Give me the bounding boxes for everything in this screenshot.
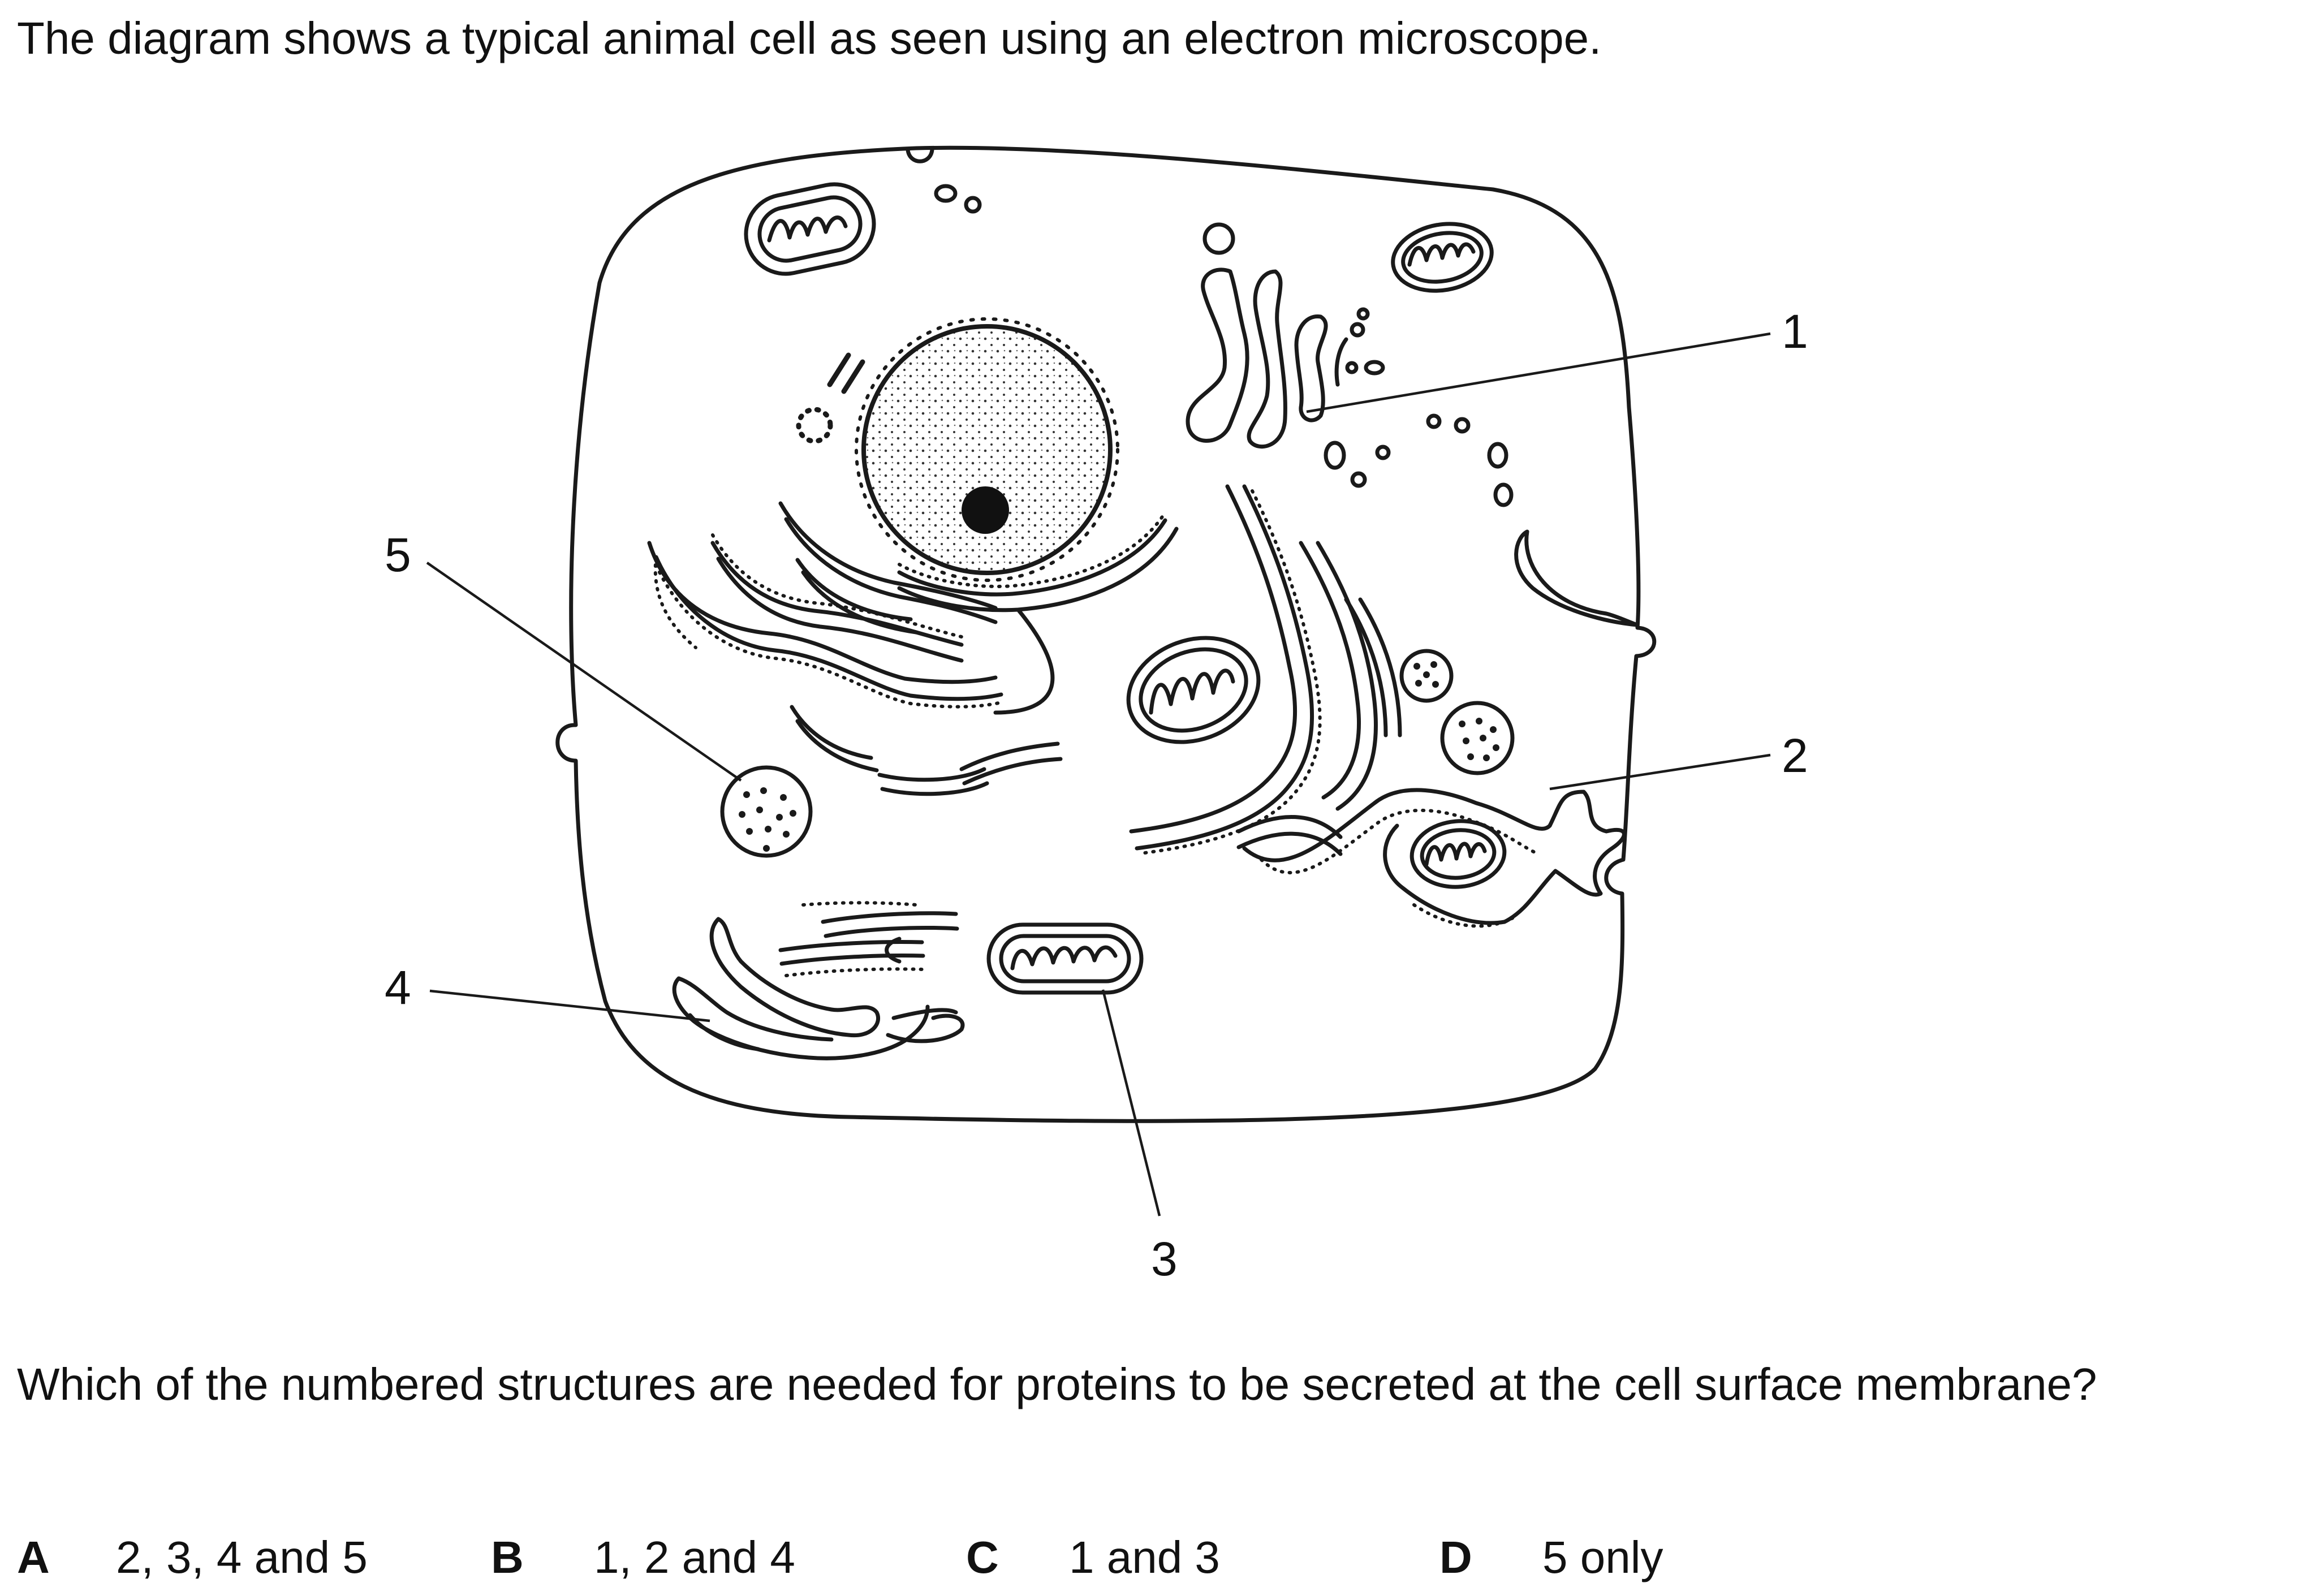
option-b-text: 1, 2 and 4 — [594, 1532, 795, 1582]
option-a[interactable]: A 2, 3, 4 and 5 — [17, 1532, 368, 1584]
label-1: 1 — [1782, 305, 1808, 358]
vesicle-right-small — [1399, 649, 1454, 703]
option-a-letter: A — [17, 1532, 50, 1582]
nucleolus — [962, 486, 1009, 534]
option-d[interactable]: D 5 only — [1439, 1532, 1663, 1584]
rough-er-lower-right — [1242, 788, 1626, 928]
mitochondrion-bottom — [986, 922, 1144, 995]
mitochondrion-centre — [1126, 636, 1261, 744]
intro-text: The diagram shows a typical animal cell … — [17, 13, 1602, 63]
rough-er-right — [1129, 484, 1402, 856]
option-b-letter: B — [491, 1532, 524, 1582]
lysosome — [720, 765, 813, 858]
label-2: 2 — [1782, 729, 1808, 782]
question-stem: Which of the numbered structures are nee… — [17, 1359, 2097, 1409]
secretory-vesicle-fusing — [1514, 529, 1640, 627]
option-d-letter: D — [1439, 1532, 1472, 1582]
label-5: 5 — [385, 528, 411, 581]
cell-membrane — [555, 145, 1657, 1123]
option-d-text: 5 only — [1542, 1532, 1663, 1582]
membrane-pit-top — [906, 148, 934, 163]
mitochondrion-top-right — [1391, 222, 1494, 293]
smooth-er — [672, 917, 965, 1060]
answer-options: A 2, 3, 4 and 5 B 1, 2 and 4 C 1 and 3 D… — [0, 1532, 2319, 1594]
label-4: 4 — [385, 961, 411, 1014]
option-c[interactable]: C 1 and 3 — [966, 1532, 1220, 1584]
leader-line-5 — [426, 562, 742, 782]
golgi-apparatus — [1186, 222, 1514, 507]
leader-line-1 — [1306, 332, 1771, 413]
option-a-text: 2, 3, 4 and 5 — [116, 1532, 368, 1582]
option-c-letter: C — [966, 1532, 999, 1582]
leader-line-3 — [1101, 989, 1161, 1217]
option-c-text: 1 and 3 — [1069, 1532, 1220, 1582]
mitochondrion-top-left — [744, 182, 876, 276]
leader-line-2 — [1549, 753, 1771, 791]
rough-er-left — [647, 501, 1179, 796]
vesicle-right-large — [1440, 701, 1515, 775]
option-b[interactable]: B 1, 2 and 4 — [491, 1532, 795, 1584]
vesicle-contents — [739, 661, 1499, 852]
rough-er-bottom — [778, 901, 959, 977]
label-3: 3 — [1151, 1232, 1178, 1286]
centrioles — [796, 352, 865, 444]
mitochondrion-lower-right — [1409, 819, 1507, 889]
nucleus — [861, 324, 1113, 575]
leader-line-4 — [429, 989, 710, 1023]
